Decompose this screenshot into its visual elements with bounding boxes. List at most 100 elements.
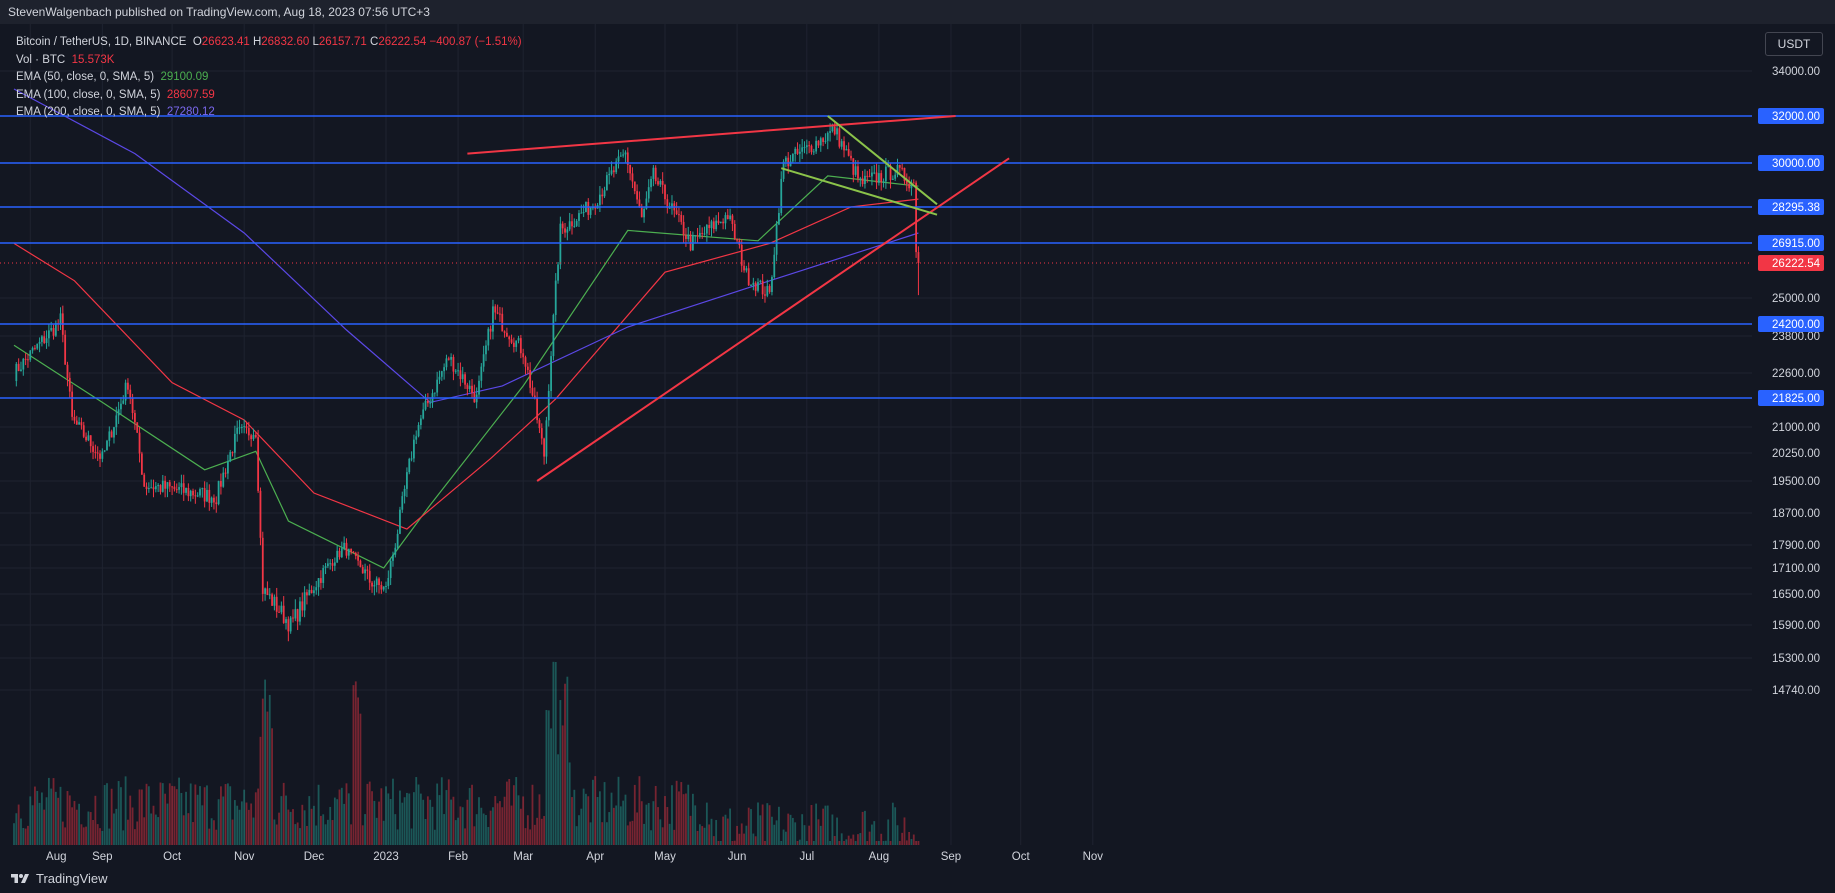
volume-bar	[692, 793, 694, 845]
candle-body	[780, 178, 783, 214]
candle-body	[147, 487, 150, 490]
candle-body	[247, 428, 250, 436]
volume-bar	[47, 777, 50, 845]
candle-body	[236, 427, 239, 434]
candle-body	[406, 472, 408, 489]
time-tick-label: Jun	[728, 851, 747, 863]
volume-bar	[538, 794, 541, 845]
volume-bar	[675, 780, 678, 845]
volume-bar	[333, 797, 336, 845]
volume-bar	[443, 814, 446, 845]
volume-bar	[592, 779, 594, 845]
volume-bar	[252, 817, 255, 845]
volume-bar	[424, 818, 427, 845]
tradingview-brand[interactable]: TradingView	[10, 871, 108, 886]
candle-body	[450, 357, 452, 360]
candle-body	[910, 182, 913, 189]
volume-bar	[222, 796, 225, 845]
volume-bar	[96, 824, 99, 845]
candle-body	[740, 244, 743, 266]
level-label-box	[1758, 390, 1824, 406]
candle-body	[203, 488, 206, 502]
ema50-row[interactable]: EMA (50, close, 0, SMA, 5) 29100.09	[16, 69, 522, 87]
candle-body	[199, 489, 201, 496]
volume-bar	[375, 817, 378, 845]
volume-bar	[299, 828, 301, 845]
chart-area[interactable]: 34000.00 25000.00 23800.00 22600.00 21000.00…	[0, 24, 1835, 867]
volume-bar	[394, 814, 397, 845]
volume-bar	[343, 803, 346, 845]
volume-bar	[873, 821, 876, 845]
volume-bar	[399, 790, 401, 845]
candle-body	[685, 235, 687, 240]
ema100-row[interactable]: EMA (100, close, 0, SMA, 5) 28607.59	[16, 87, 522, 105]
volume-bar	[494, 796, 497, 845]
candle-body	[796, 148, 799, 154]
candle-body	[224, 472, 227, 474]
volume-bar	[313, 805, 315, 845]
volume-bar	[671, 785, 673, 845]
time-tick-label: Mar	[513, 851, 533, 863]
candle-body	[408, 458, 411, 473]
price-tick-label: 25000.00	[1772, 293, 1820, 305]
volume-bar	[887, 819, 890, 845]
volume-bar	[459, 806, 462, 845]
candle-body	[178, 487, 180, 490]
currency-button[interactable]: USDT	[1765, 32, 1823, 56]
candle-body	[499, 313, 501, 315]
candle-body	[859, 178, 862, 180]
volume-bar	[57, 797, 60, 845]
volume-bar	[561, 725, 564, 845]
volume-bar	[619, 806, 622, 845]
volume-bar	[213, 820, 215, 845]
candle-body	[612, 170, 615, 173]
candle-body	[764, 294, 766, 296]
candle-body	[540, 428, 543, 439]
volume-bar	[389, 799, 392, 845]
volume-bar	[315, 825, 318, 845]
candle-body	[843, 141, 845, 151]
candle-body	[789, 161, 792, 167]
volume-bar	[271, 728, 273, 845]
price-tick-label: 19500.00	[1772, 476, 1820, 488]
volume-bar	[529, 829, 532, 845]
publisher-bar: StevenWalgenbach published on TradingVie…	[0, 0, 1835, 24]
price-tick-label: 17100.00	[1772, 563, 1820, 575]
volume-bar	[66, 791, 69, 845]
candle-body	[878, 173, 880, 183]
price-chart[interactable]: 34000.00 25000.00 23800.00 22600.00 21000.00…	[0, 24, 1835, 867]
high-label: H	[252, 36, 262, 48]
volume-bar	[115, 808, 118, 845]
candle-body	[157, 485, 160, 487]
symbol-name[interactable]: Bitcoin / TetherUS, 1D, BINANCE	[16, 36, 187, 48]
candle-body	[340, 548, 343, 558]
volume-bar	[71, 807, 74, 845]
candle-body	[550, 356, 552, 391]
volume-bar	[401, 802, 404, 845]
volume-bar	[422, 799, 425, 845]
ema200-row[interactable]: EMA (200, close, 0, SMA, 5) 27280.12	[16, 104, 522, 122]
candle-body	[280, 605, 283, 613]
candle-body	[552, 314, 555, 357]
candle-body	[36, 343, 39, 349]
candle-body	[575, 220, 578, 226]
volume-bar	[433, 829, 436, 845]
volume-bar	[868, 831, 871, 845]
volume-row[interactable]: Vol · BTC 15.573K	[16, 52, 522, 70]
volume-bar	[603, 782, 606, 845]
level-label-box	[1758, 235, 1824, 251]
candle-body	[664, 184, 666, 200]
candle-body	[768, 286, 771, 292]
volume-bar	[185, 791, 187, 845]
candle-body	[92, 446, 94, 452]
candle-body	[426, 400, 429, 404]
candle-body	[138, 432, 141, 454]
candle-body	[861, 178, 864, 185]
volume-bar	[852, 834, 855, 845]
candle-body	[233, 433, 236, 453]
volume-bar	[266, 711, 269, 845]
candle-body	[382, 586, 385, 590]
time-tick-label: Aug	[46, 851, 66, 863]
volume-bar	[364, 814, 366, 845]
ema100-value: 28607.59	[166, 88, 215, 101]
